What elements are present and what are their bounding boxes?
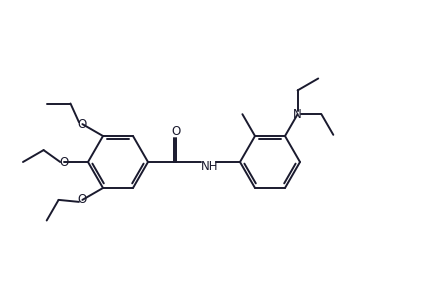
Text: N: N [293,108,302,121]
Text: NH: NH [200,159,218,173]
Text: O: O [78,118,87,131]
Text: O: O [60,155,69,169]
Text: O: O [78,193,87,206]
Text: O: O [171,125,181,138]
